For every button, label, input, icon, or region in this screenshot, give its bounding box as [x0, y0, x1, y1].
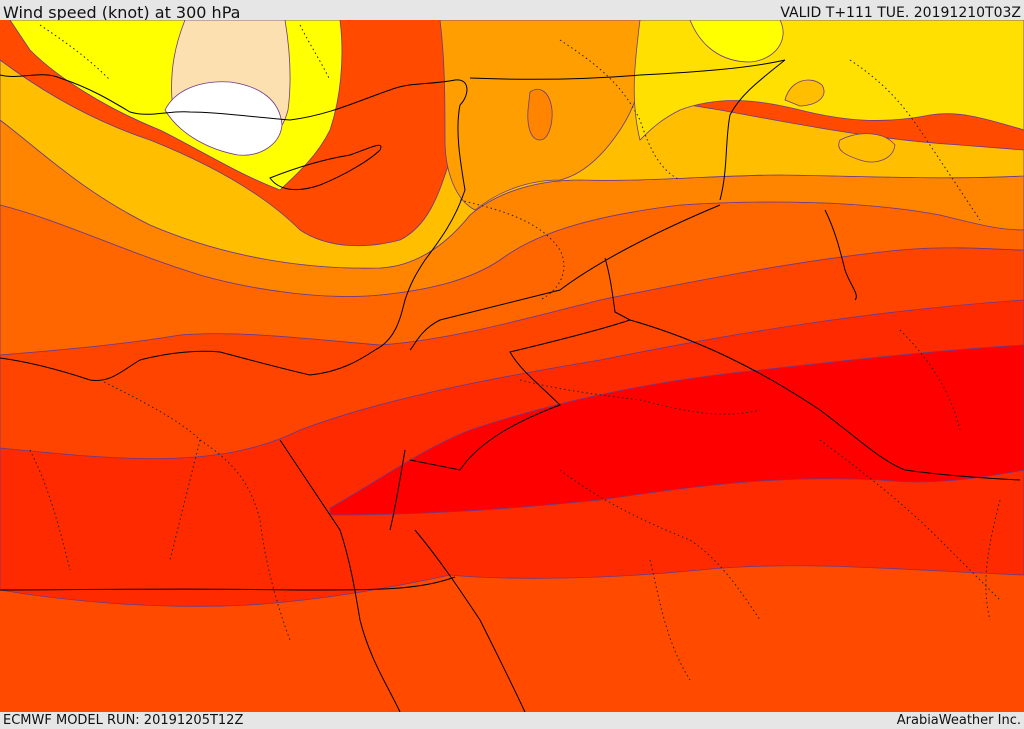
header-bar: Wind speed (knot) at 300 hPa VALID T+111… — [0, 0, 1024, 22]
sinai-gulf-west — [279, 439, 401, 712]
border-egypt-sudan — [0, 576, 456, 591]
wind-speed-map[interactable] — [0, 20, 1024, 712]
credit: ArabiaWeather Inc. — [896, 713, 1021, 728]
sinai-gulf-east — [389, 449, 406, 531]
border-iraq — [469, 59, 786, 80]
coastline-levant — [374, 104, 466, 351]
patch-orange-small — [527, 88, 553, 141]
border-saudi-iraq — [604, 257, 1021, 481]
band-yellow-ne — [689, 20, 784, 63]
band-deep-red — [329, 344, 1024, 516]
coastline-turkey — [0, 74, 468, 121]
coastlines — [0, 59, 1021, 712]
coastline-egypt-north — [0, 349, 376, 381]
valid-time: VALID T+111 TUE. 20191210T03Z — [780, 5, 1021, 21]
patch-amber-ne — [784, 79, 825, 107]
footer-bar: ECMWF MODEL RUN: 20191205T12Z ArabiaWeat… — [0, 712, 1024, 729]
patch-amber-ne2 — [838, 133, 896, 163]
map-title: Wind speed (knot) at 300 hPa — [3, 3, 241, 22]
border-jordan-saudi — [409, 319, 631, 471]
model-run: ECMWF MODEL RUN: 20191205T12Z — [3, 713, 244, 728]
province-borders — [29, 24, 1001, 681]
red-sea-coast-east — [414, 529, 526, 712]
cyprus — [269, 144, 382, 191]
band-white — [164, 81, 283, 156]
gulf-coast — [824, 209, 857, 301]
border-iraq-east — [719, 59, 786, 201]
border-saudi-jordan — [409, 204, 721, 351]
